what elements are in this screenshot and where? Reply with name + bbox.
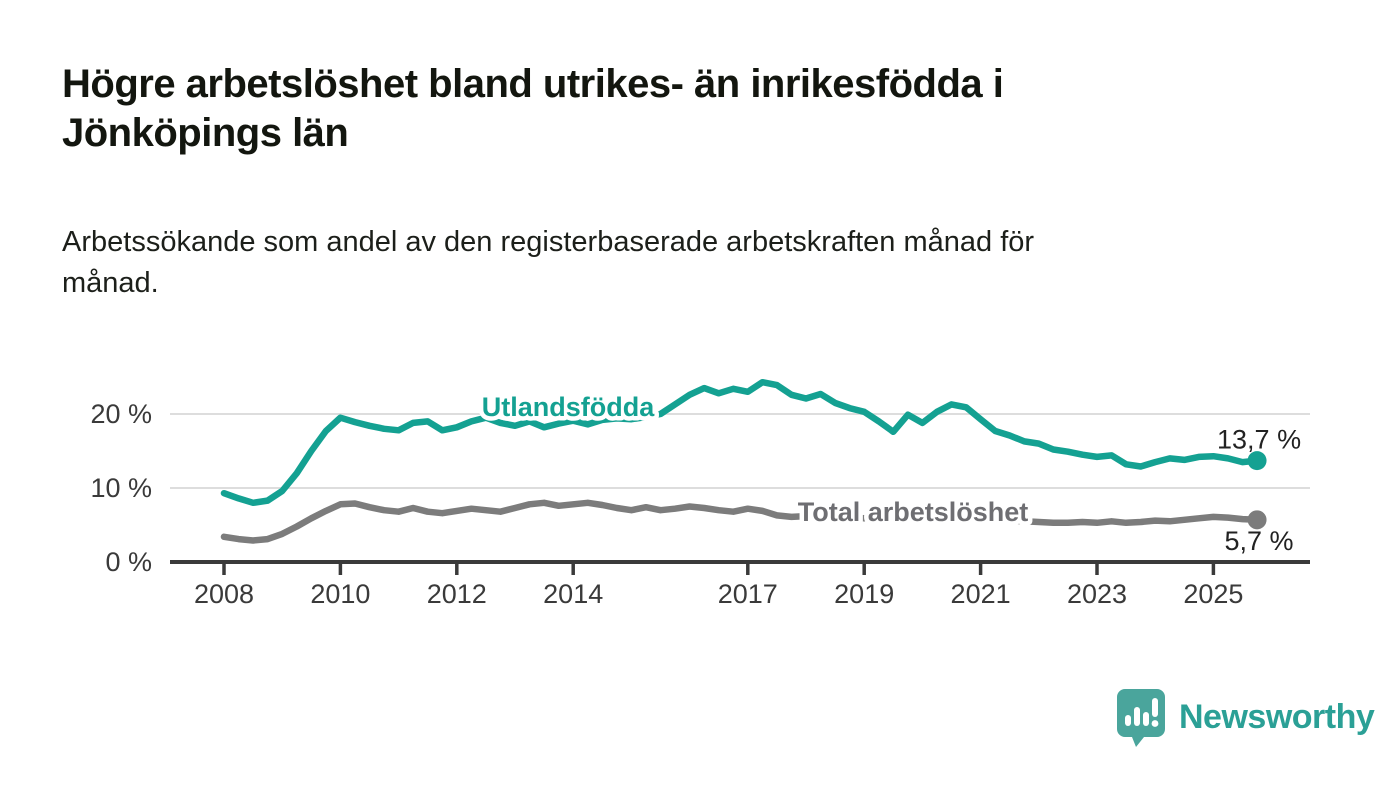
x-axis-tick-label: 2025 — [1183, 579, 1243, 609]
x-axis-tick-label: 2014 — [543, 579, 603, 609]
title-line-1: Högre arbetslöshet bland utrikes- än inr… — [62, 62, 1004, 106]
end-point-dot-total — [1247, 510, 1267, 530]
x-axis-tick-label: 2010 — [310, 579, 370, 609]
x-axis-tick-label: 2012 — [427, 579, 487, 609]
y-axis-tick-label: 10 % — [90, 473, 152, 503]
series-line-utlandsfodda — [220, 378, 1261, 507]
end-value-label-total: 5,7 % — [1225, 526, 1294, 556]
x-axis-tick-label: 2008 — [194, 579, 254, 609]
y-axis-tick-label: 20 % — [90, 399, 152, 429]
x-axis-tick-label: 2019 — [834, 579, 894, 609]
end-value-label-utlandsfodda: 13,7 % — [1217, 425, 1301, 455]
chart-header: Högre arbetslöshet bland utrikes- än inr… — [62, 60, 1342, 158]
series-line-total — [220, 499, 1261, 544]
chart-subtitle: Arbetssökande som andel av den registerb… — [62, 222, 1302, 304]
subtitle-line-1: Arbetssökande som andel av den registerb… — [62, 226, 1035, 258]
newsworthy-logo: Newsworthy — [1115, 685, 1375, 749]
newsworthy-speech-bubble-chart-icon — [1117, 689, 1165, 747]
x-axis-tick-label: 2017 — [718, 579, 778, 609]
subtitle-line-2: månad. — [62, 267, 159, 299]
page-title: Högre arbetslöshet bland utrikes- än inr… — [62, 60, 1342, 158]
title-line-2: Jönköpings län — [62, 111, 349, 155]
x-axis-tick-label: 2021 — [951, 579, 1011, 609]
x-axis-tick-label: 2023 — [1067, 579, 1127, 609]
series-label-utlandsfodda: Utlandsfödda — [482, 392, 655, 422]
series-label-total: Total arbetslöshet — [798, 497, 1029, 527]
y-axis-tick-label: 0 % — [105, 547, 152, 577]
newsworthy-logo-text: Newsworthy — [1179, 697, 1375, 736]
end-point-dot-utlandsfodda — [1247, 451, 1267, 471]
